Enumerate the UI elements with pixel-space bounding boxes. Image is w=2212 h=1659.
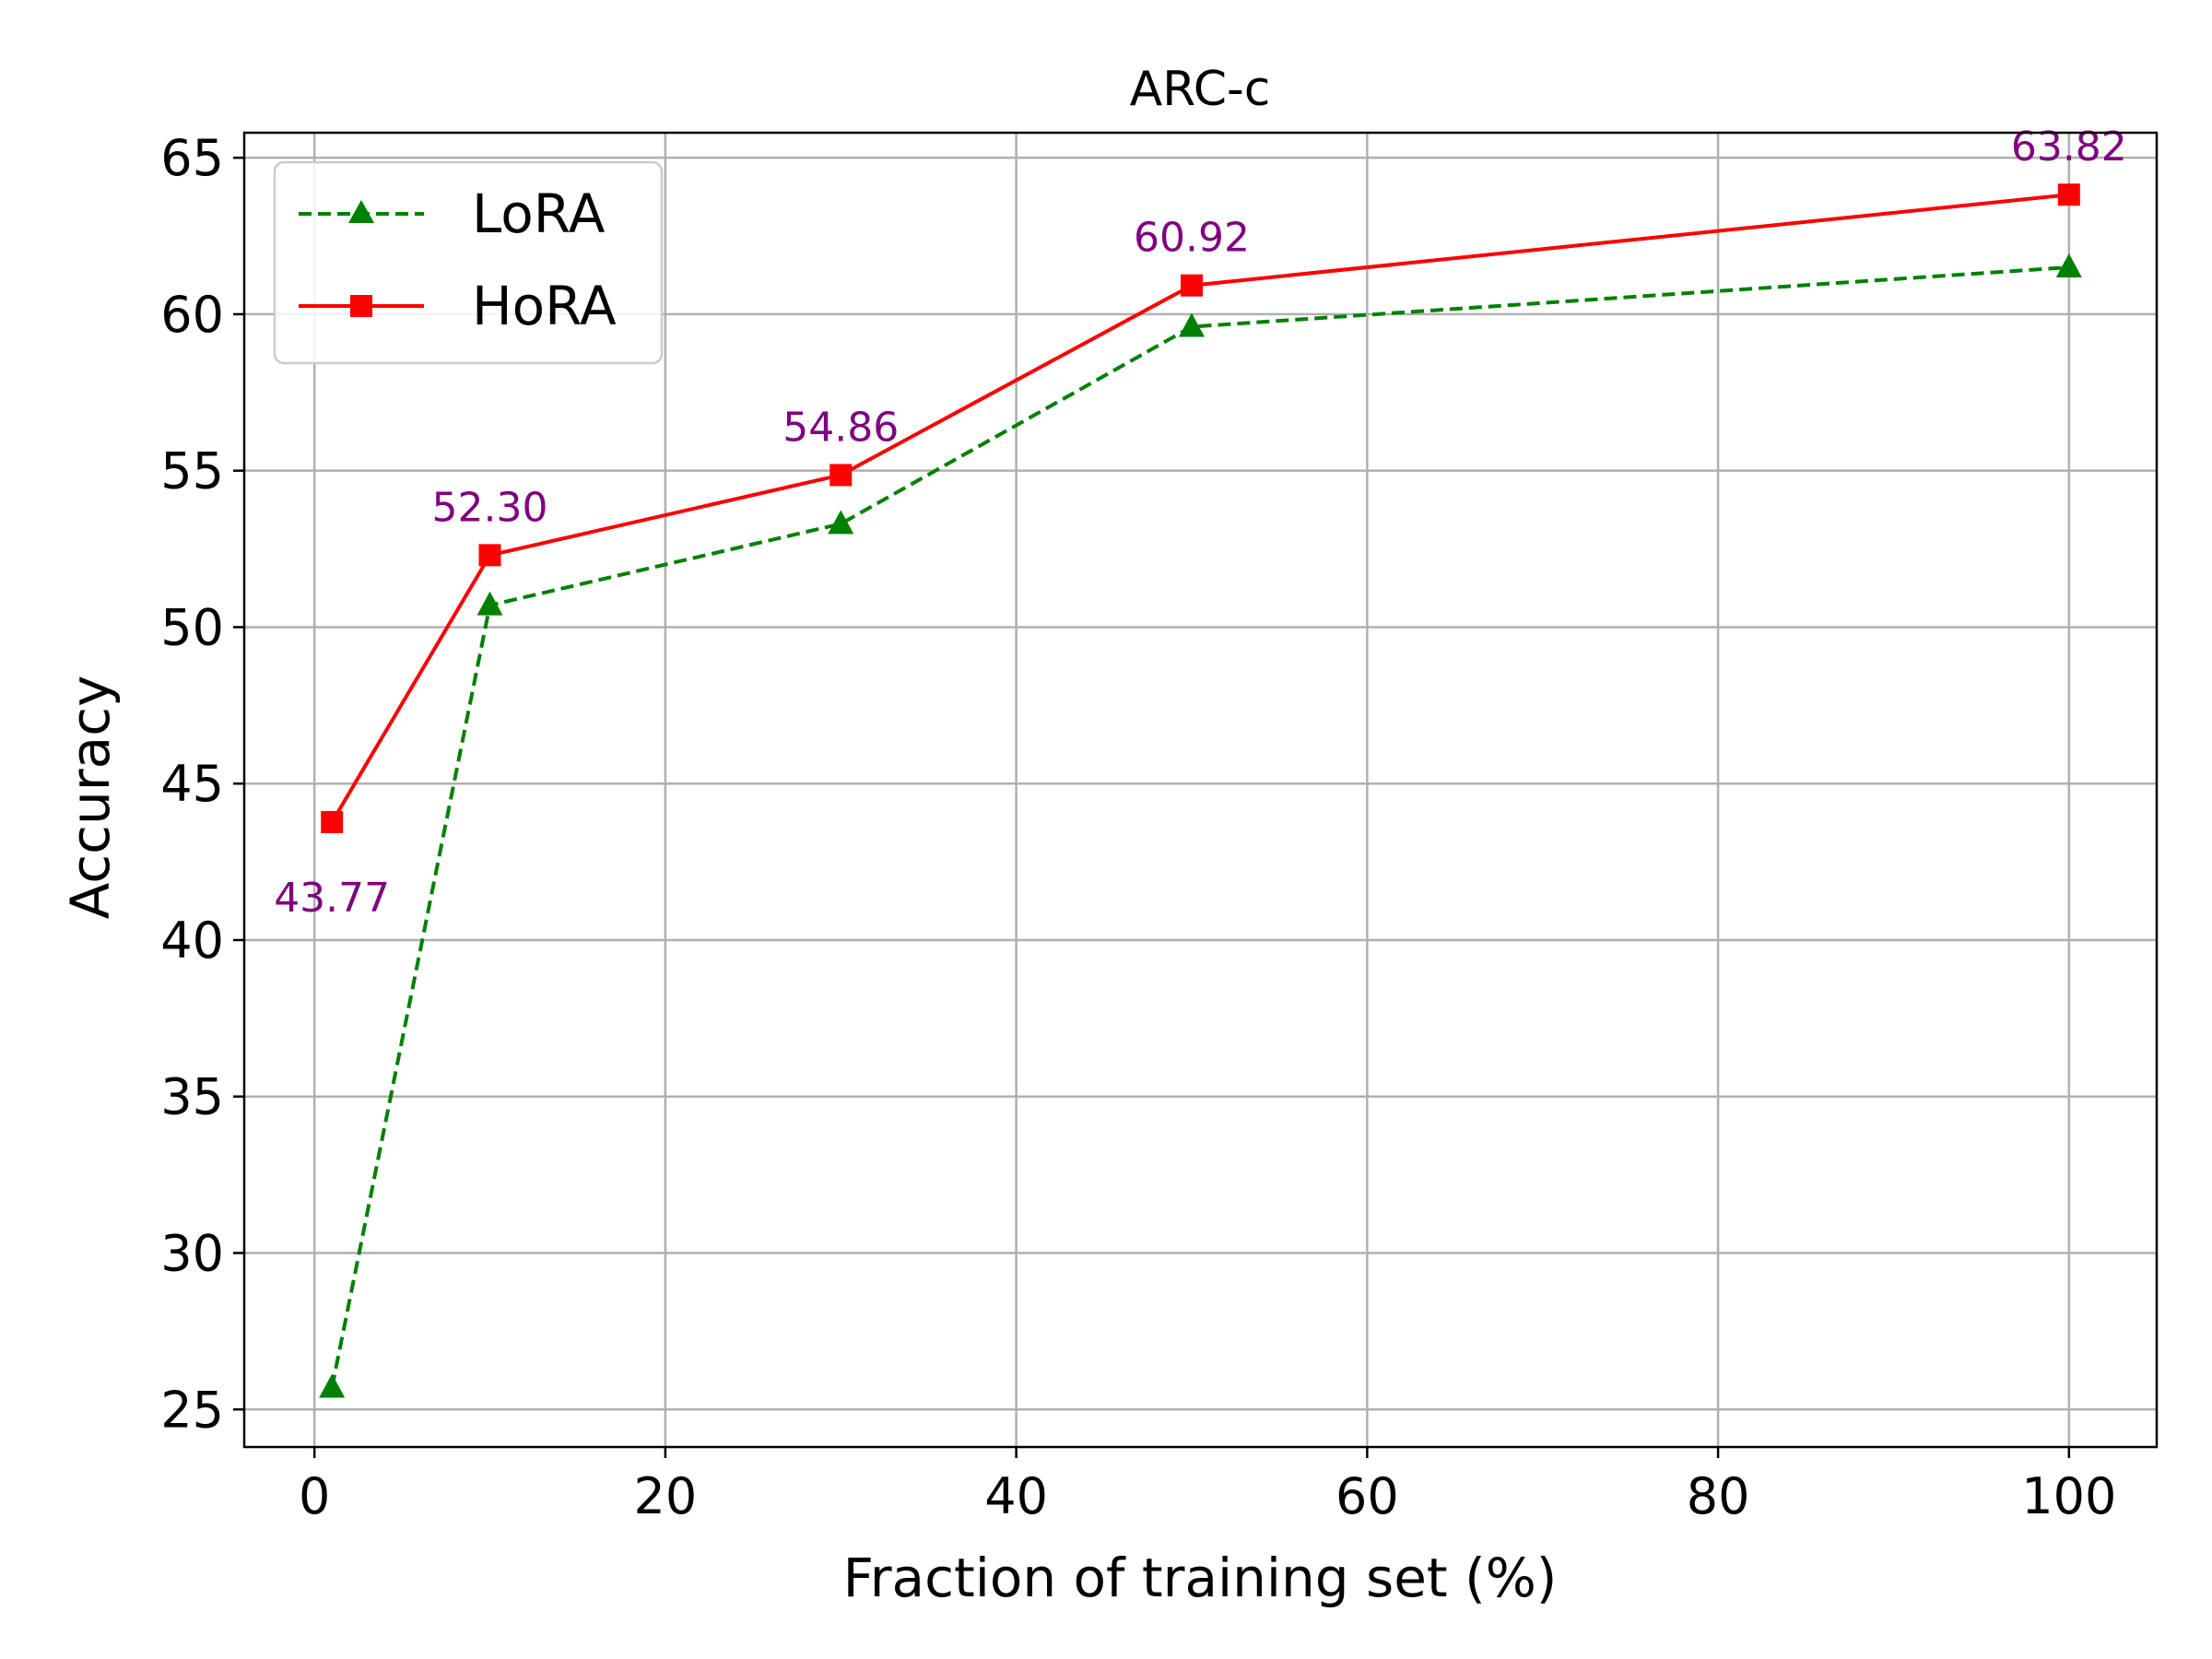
x-tick-label: 80	[1687, 1467, 1750, 1525]
x-axis-title: Fraction of training set (%)	[843, 1547, 1558, 1609]
y-tick-label: 40	[160, 912, 224, 970]
lora-point	[2055, 253, 2082, 277]
hora-point	[830, 464, 853, 487]
y-tick-label: 55	[160, 442, 224, 500]
hora-value-annotation: 63.82	[2011, 124, 2127, 171]
legend-label-hora: HoRA	[472, 275, 617, 337]
plot-frame	[242, 131, 2159, 1449]
legend: LoRA HoRA	[273, 160, 664, 365]
x-tick-label: 100	[2021, 1467, 2116, 1525]
lora-point	[319, 1373, 346, 1398]
legend-hora-marker	[350, 295, 372, 317]
y-tick-label: 25	[160, 1381, 224, 1439]
x-tick-label: 60	[1335, 1467, 1399, 1525]
hora-value-annotation: 43.77	[274, 875, 390, 922]
y-tick-label: 50	[160, 598, 224, 656]
y-tick-label: 35	[160, 1068, 224, 1126]
lora-series-line	[330, 265, 2069, 1388]
y-axis-title: Accuracy	[59, 676, 122, 920]
x-tick-label: 0	[299, 1467, 330, 1525]
legend-label-lora: LoRA	[472, 182, 606, 245]
x-tick-label: 20	[634, 1467, 698, 1525]
hora-point	[321, 810, 344, 833]
hora-value-annotation: 60.92	[1134, 215, 1250, 262]
y-tick-label: 60	[160, 286, 224, 344]
hora-point	[2057, 183, 2080, 206]
series-layer	[319, 183, 2082, 1398]
hora-value-annotation: 52.30	[432, 484, 548, 531]
legend-lora-marker	[348, 200, 374, 223]
hora-point	[478, 544, 501, 567]
hora-point	[1180, 274, 1203, 297]
hora-value-annotation: 54.86	[782, 404, 899, 451]
lora-point	[828, 510, 854, 535]
grid	[244, 133, 2157, 1447]
annotations: 43.77 52.30 54.86 60.92 63.82	[274, 124, 2127, 922]
x-tick-label: 40	[984, 1467, 1048, 1525]
lora-point	[477, 591, 503, 616]
y-tick-label: 45	[160, 755, 224, 813]
axis-ticks: 0 20 40 60 80 100 25 30 35 40 45 50 55 60 65	[160, 129, 2116, 1525]
y-tick-label: 65	[160, 129, 224, 187]
lora-point	[1178, 312, 1205, 337]
chart-title: ARC-c	[1130, 62, 1271, 117]
y-tick-label: 30	[160, 1224, 224, 1282]
